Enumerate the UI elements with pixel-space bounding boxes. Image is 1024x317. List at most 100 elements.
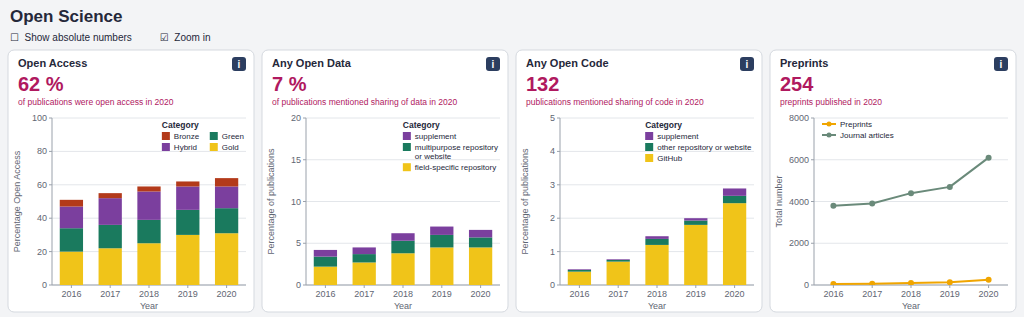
- bar-segment: [60, 252, 83, 285]
- x-tick-label: 2019: [686, 289, 706, 299]
- x-tick-label: 2019: [178, 289, 198, 299]
- grid-line: [306, 159, 500, 160]
- bar-segment: [684, 225, 707, 285]
- bar-segment: [314, 267, 337, 285]
- bar-segment: [568, 270, 591, 272]
- legend-swatch: [162, 132, 170, 140]
- bar-segment: [176, 181, 199, 186]
- grid-line: [52, 151, 246, 152]
- legend-item: Bronze: [162, 132, 200, 141]
- point: [869, 281, 875, 285]
- legend-item: Preprints: [822, 120, 872, 129]
- chart-card: Open Access62 %of publications were open…: [8, 50, 254, 312]
- info-icon: [486, 57, 500, 71]
- y-axis-label: Percentage of publications: [266, 148, 276, 255]
- y-tick-label: 6000: [789, 155, 809, 165]
- card-background: [8, 50, 254, 312]
- legend-item: multipurpose repositoryor website: [403, 143, 498, 161]
- legend-label: supplement: [415, 132, 457, 141]
- bar-segment: [568, 272, 591, 285]
- grid-line: [814, 243, 1008, 244]
- grid-line: [560, 118, 754, 119]
- legend-title: Category: [403, 120, 440, 130]
- chart-card: Any Open Data7 %of publications mentione…: [262, 50, 508, 312]
- bar-segment: [391, 233, 414, 241]
- y-tick-label: 100: [32, 113, 47, 123]
- x-tick-label: 2017: [354, 289, 374, 299]
- legend: PreprintsJournal articles: [822, 120, 894, 140]
- legend-item: Gold: [210, 143, 239, 152]
- y-tick-label: 8000: [789, 113, 809, 123]
- y-tick-label: 40: [37, 213, 47, 223]
- legend-item: Hybrid: [162, 143, 197, 152]
- bar-segment: [430, 247, 453, 285]
- info-icon: [994, 57, 1008, 71]
- legend-item: field-specific repository: [403, 163, 496, 172]
- info-icon: [740, 57, 754, 71]
- legend-swatch: [210, 143, 218, 151]
- bar-segment: [314, 257, 337, 267]
- legend-column: supplement multipurpose repositoryor webs…: [403, 132, 498, 172]
- y-tick-label: 2000: [789, 238, 809, 248]
- x-tick-label: 2018: [393, 289, 413, 299]
- info-icon-label: i: [1000, 59, 1003, 70]
- legend: CategoryBronzeHybridGreenGold: [162, 120, 244, 152]
- marks: [568, 188, 746, 285]
- stat-description: publications mentioned sharing of code i…: [526, 97, 704, 107]
- bar-segment: [137, 191, 160, 219]
- x-axis-label: Year: [394, 301, 412, 311]
- bar-segment: [645, 239, 668, 245]
- card-background: [516, 50, 762, 312]
- chart-card: Any Open Code 132 publications mentioned s…: [516, 50, 762, 312]
- bar-segment: [137, 243, 160, 285]
- y-axis-label: Percentage Open Access: [12, 150, 22, 252]
- bar-segment: [723, 188, 746, 195]
- x-tick-label: 2020: [471, 289, 491, 299]
- legend-item: supplement: [403, 132, 457, 141]
- legend-label: Gold: [222, 143, 239, 152]
- header-option: ☐ Show absolute numbers: [10, 32, 132, 43]
- bar-segment: [645, 236, 668, 239]
- marks: [830, 155, 991, 285]
- info-icon: [232, 57, 246, 71]
- legend-column: PreprintsJournal articles: [822, 120, 894, 140]
- bar-segment: [607, 259, 630, 261]
- page-title: Open Science: [10, 7, 122, 26]
- stat-value: 254: [780, 73, 814, 95]
- x-tick-label: 2017: [862, 289, 882, 299]
- y-tick-label: 3: [550, 180, 555, 190]
- bar-segment: [215, 186, 238, 208]
- y-tick-label: 20: [291, 113, 301, 123]
- x-tick-label: 2016: [569, 289, 589, 299]
- bar-segment: [469, 247, 492, 285]
- info-icon-label: i: [746, 59, 749, 70]
- y-axis-label: Percentage of publications: [520, 148, 530, 255]
- legend-swatch: [162, 143, 170, 151]
- legend-label: Hybrid: [174, 143, 197, 152]
- y-axis-line: [560, 118, 561, 285]
- y-tick-label: 2: [550, 213, 555, 223]
- legend: Category supplement multipurpose repositor…: [403, 120, 498, 172]
- point: [908, 280, 914, 285]
- panel-title: Any Open Code: [526, 57, 609, 69]
- stat-value: 132: [526, 73, 559, 95]
- axes: 012345Percentage of publications20162017…: [520, 113, 754, 311]
- y-axis-label: Total number: [774, 175, 784, 227]
- legend: Categorysupplementother repository or we…: [645, 120, 752, 163]
- panel-title: Preprints: [780, 57, 828, 69]
- legend-item: Green: [210, 132, 244, 141]
- bar-segment: [60, 200, 83, 207]
- y-tick-label: 0: [296, 280, 301, 290]
- legend-column: Bronze Hybrid: [162, 132, 200, 152]
- stat-description: preprints published in 2020: [780, 97, 882, 107]
- y-tick-label: 80: [37, 146, 47, 156]
- y-tick-label: 15: [291, 155, 301, 165]
- legend-label: GitHub: [657, 154, 682, 163]
- x-tick-label: 2017: [100, 289, 120, 299]
- bar-segment: [99, 198, 122, 225]
- bar-segment: [99, 225, 122, 248]
- x-tick-label: 2016: [823, 289, 843, 299]
- bar-segment: [684, 221, 707, 225]
- marks: [314, 227, 492, 285]
- bar-segment: [176, 186, 199, 209]
